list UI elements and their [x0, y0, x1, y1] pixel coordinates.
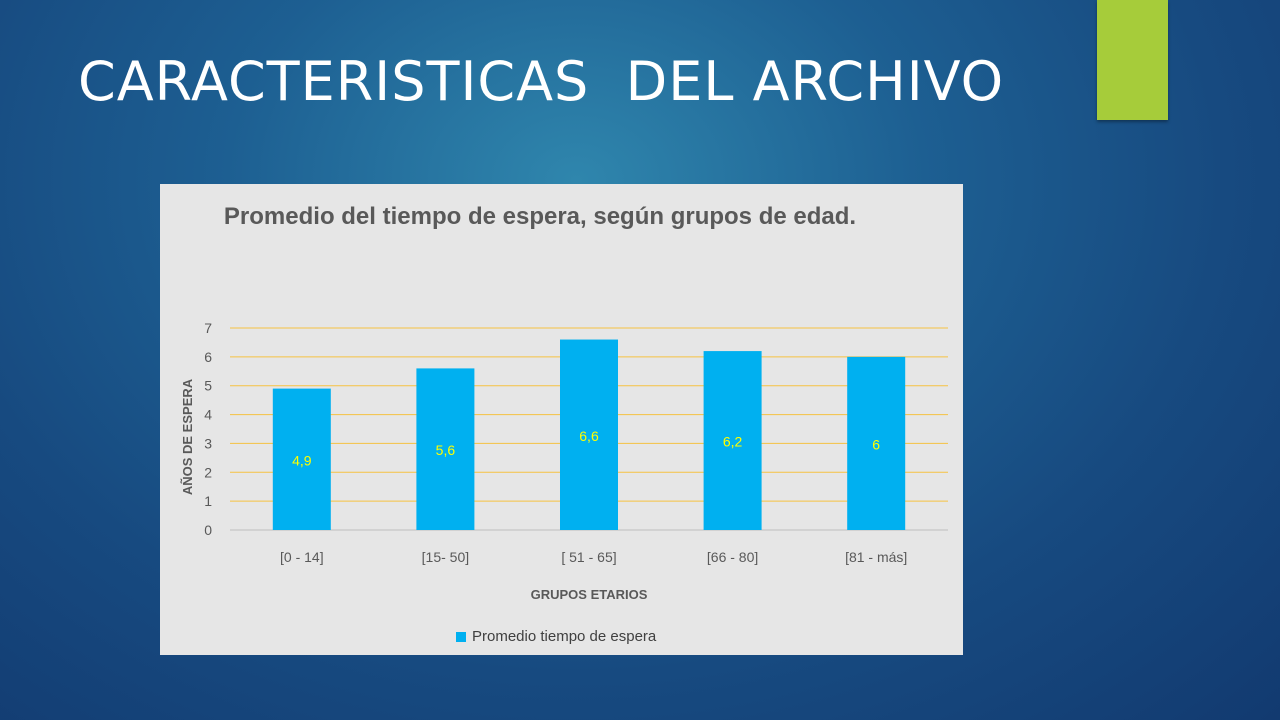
legend-swatch [456, 631, 466, 642]
y-tick-label: 6 [204, 349, 212, 365]
y-tick-label: 5 [204, 378, 212, 394]
bar [703, 351, 762, 530]
y-tick-label: 3 [204, 435, 212, 451]
chart-panel: Promedio del tiempo de espera, según gru… [160, 184, 963, 655]
x-tick-label: [ 51 - 65] [561, 549, 616, 565]
data-label: 5,6 [436, 442, 456, 458]
data-label: 6,6 [579, 428, 599, 444]
accent-bar [1097, 0, 1168, 120]
y-tick-label: 0 [204, 522, 212, 538]
y-tick-label: 4 [204, 407, 212, 423]
x-tick-label: [81 - más] [845, 549, 907, 565]
y-tick-label: 2 [204, 464, 212, 480]
slide-title: CARACTERISTICAS DEL ARCHIVO [78, 50, 1005, 113]
y-tick-label: 7 [204, 320, 212, 336]
legend-label: Promedio tiempo de espera [472, 628, 657, 645]
y-axis-title: AÑOS DE ESPERA [180, 378, 195, 495]
chart-legend: Promedio tiempo de espera [456, 628, 656, 645]
bar [847, 356, 906, 530]
x-tick-label: [0 - 14] [280, 549, 324, 565]
data-label: 6 [872, 436, 880, 452]
bar [416, 368, 475, 530]
x-axis-title: GRUPOS ETARIOS [531, 587, 648, 602]
bar-chart: 0 1 2 3 4 5 6 7 4,9 [0 - 14] 5,6 [15- 50] 6,6 [ 51 - … [180, 320, 948, 602]
bar [560, 339, 618, 530]
bar [272, 388, 331, 530]
data-label: 6,2 [723, 434, 743, 450]
y-tick-label: 1 [204, 493, 212, 509]
data-label: 4,9 [292, 452, 312, 468]
chart-title: Promedio del tiempo de espera, según gru… [223, 203, 857, 230]
x-tick-label: [15- 50] [422, 549, 469, 565]
x-tick-label: [66 - 80] [707, 549, 758, 565]
